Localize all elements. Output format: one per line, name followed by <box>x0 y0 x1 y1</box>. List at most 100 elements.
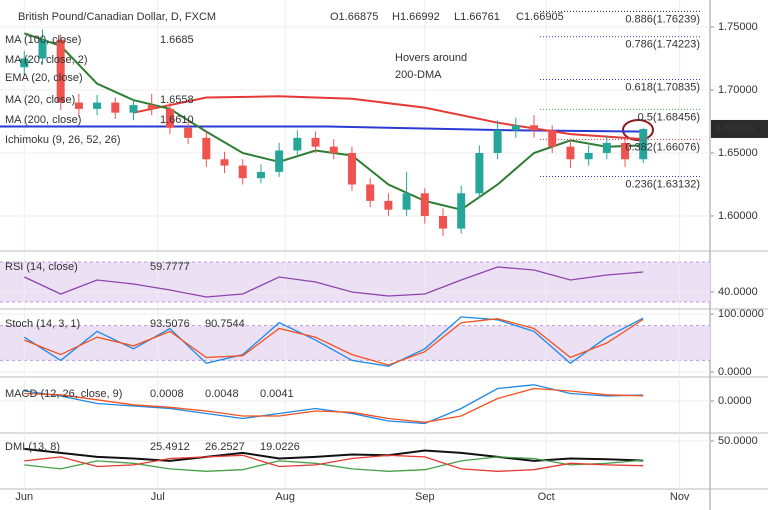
chart-title: British Pound/Canadian Dollar, D, FXCM <box>18 11 216 23</box>
band <box>0 262 710 302</box>
annotation: 200-DMA <box>395 69 442 81</box>
candle-body <box>347 152 356 185</box>
candle-body <box>93 102 102 109</box>
readout: 0.0041 <box>260 388 294 400</box>
candle-body <box>475 152 484 194</box>
y-tick-label: 50.0000 <box>718 435 758 447</box>
ohlc-value: H1.66992 <box>392 11 440 23</box>
candle-body <box>639 129 648 160</box>
y-tick-label: 0.0000 <box>718 366 752 378</box>
candle-body <box>457 193 466 229</box>
fib-label: 0.886(1.76239) <box>625 13 700 25</box>
y-tick-label: 1.75000 <box>718 21 758 33</box>
indicator-line <box>24 318 644 366</box>
ohlc-value: O1.66875 <box>330 11 378 23</box>
moving-average <box>0 125 644 133</box>
indicator-name: MA (20, close) <box>5 94 75 106</box>
panel-title: DMI (13, 8) <box>5 441 60 453</box>
indicator-value: 1.6558 <box>160 94 194 106</box>
candle-body <box>184 127 193 138</box>
indicator-name: MA (200, close) <box>5 114 81 126</box>
candle-body <box>530 125 539 131</box>
moving-average <box>133 95 644 141</box>
candle-body <box>384 200 393 210</box>
indicator-line <box>23 316 644 367</box>
candle-body <box>165 108 174 128</box>
candle-body <box>311 137 320 147</box>
candle-body <box>238 165 247 179</box>
candle-body <box>548 130 557 147</box>
indicator-line <box>24 447 644 462</box>
highlight-circle <box>622 119 654 141</box>
candle-body <box>566 146 575 160</box>
indicator-line <box>24 456 644 472</box>
readout: 25.4912 <box>150 441 190 453</box>
indicator-name: EMA (20, close) <box>5 72 83 84</box>
candle-body <box>147 105 156 109</box>
candle-body <box>74 102 83 109</box>
fib-label: 0.382(1.66076) <box>625 141 700 153</box>
candle-body <box>420 193 429 216</box>
readout: 26.2527 <box>205 441 245 453</box>
panel-title: RSI (14, close) <box>5 261 78 273</box>
x-tick-label: Oct <box>538 491 555 503</box>
panel-title: Stoch (14, 3, 1) <box>5 318 80 330</box>
readout: 90.7544 <box>205 318 245 330</box>
y-tick-label: 1.70000 <box>718 84 758 96</box>
fib-label: 0.5(1.68456) <box>638 111 700 123</box>
indicator-line <box>24 266 644 298</box>
candle-body <box>511 125 520 131</box>
y-tick-label: 1.65000 <box>718 147 758 159</box>
candle-body <box>366 184 375 201</box>
candle-body <box>493 130 502 153</box>
last-price-label: 1.66905 <box>715 123 755 135</box>
candle-body <box>202 137 211 160</box>
readout: 0.0008 <box>150 388 184 400</box>
indicator-value: 1.6610 <box>160 114 194 126</box>
panel-title: MACD (12, 26, close, 9) <box>5 388 122 400</box>
candle-body <box>56 39 65 103</box>
x-tick-label: Sep <box>415 491 435 503</box>
candle-body <box>293 137 302 151</box>
candle-body <box>275 150 284 172</box>
fib-label: 0.618(1.70835) <box>625 81 700 93</box>
readout: 93.5076 <box>150 318 190 330</box>
x-tick-label: Nov <box>670 491 690 503</box>
x-tick-label: Jun <box>15 491 33 503</box>
annotation: Hovers around <box>395 52 467 64</box>
y-tick-label: 100.0000 <box>718 308 764 320</box>
candle-body <box>220 159 229 166</box>
y-tick-label: 40.0000 <box>718 286 758 298</box>
readout: 19.0226 <box>260 441 300 453</box>
candle-body <box>621 142 630 160</box>
band <box>0 325 710 361</box>
indicator-line <box>24 454 644 472</box>
y-tick-label: 1.60000 <box>718 210 758 222</box>
candle-body <box>329 146 338 153</box>
candle-body <box>20 58 29 68</box>
candle-body <box>256 171 265 179</box>
y-tick-label: 0.0000 <box>718 395 752 407</box>
candle-body <box>584 152 593 160</box>
fib-label: 0.236(1.63132) <box>625 178 700 190</box>
readout: 0.0048 <box>205 388 239 400</box>
indicator-line <box>24 387 644 423</box>
x-tick-label: Aug <box>275 491 295 503</box>
candle-body <box>38 39 47 59</box>
indicator-name: Ichimoku (9, 26, 52, 26) <box>5 134 121 146</box>
indicator-name: MA (20, close, 2) <box>5 54 88 66</box>
candle-body <box>129 105 138 113</box>
candle-body <box>111 102 120 113</box>
candle-body <box>602 142 611 153</box>
readout: 59.7777 <box>150 261 190 273</box>
ohlc-value: L1.66761 <box>454 11 500 23</box>
candle-body <box>438 215 447 229</box>
ohlc-value: C1.66905 <box>516 11 564 23</box>
candle-body <box>402 193 411 210</box>
last-price-box <box>711 119 768 138</box>
x-tick-label: Jul <box>151 491 165 503</box>
indicator-value: 1.6685 <box>160 34 194 46</box>
